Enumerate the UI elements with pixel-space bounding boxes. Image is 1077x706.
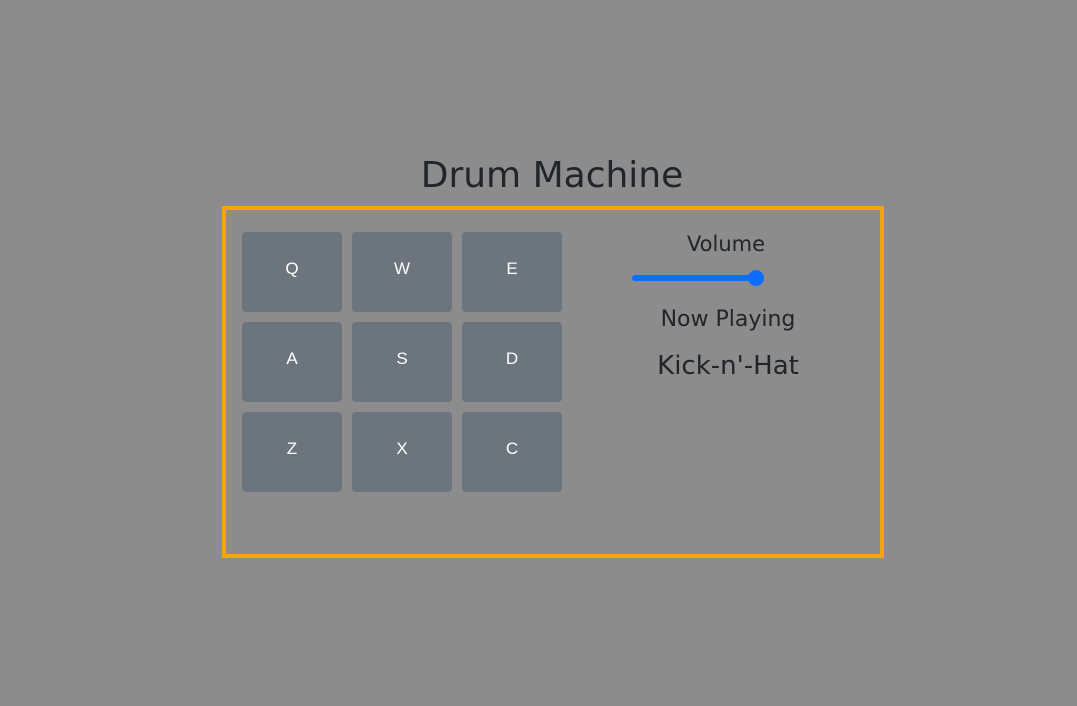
drum-machine: Q W E A S D Z X C Volume Now Playing Kic… [222, 206, 884, 558]
drum-pad-s[interactable]: S [352, 322, 452, 402]
controls-panel: Volume Now Playing Kick-n'-Hat [608, 228, 848, 384]
drum-pad-grid: Q W E A S D Z X C [242, 232, 572, 492]
volume-label: Volume [686, 232, 766, 256]
drum-pad-e[interactable]: E [462, 232, 562, 312]
drum-pad-x[interactable]: X [352, 412, 452, 492]
drum-pad-d[interactable]: D [462, 322, 562, 402]
volume-slider-track[interactable] [632, 275, 752, 281]
volume-slider[interactable] [632, 270, 764, 286]
drum-pad-z[interactable]: Z [242, 412, 342, 492]
volume-slider-thumb[interactable] [748, 270, 764, 286]
page-title: Drum Machine [420, 155, 684, 196]
now-playing-label: Now Playing [660, 307, 796, 332]
drum-pad-c[interactable]: C [462, 412, 562, 492]
drum-pad-w[interactable]: W [352, 232, 452, 312]
now-playing-display: Kick-n'-Hat [657, 351, 799, 381]
drum-pad-q[interactable]: Q [242, 232, 342, 312]
drum-pad-a[interactable]: A [242, 322, 342, 402]
